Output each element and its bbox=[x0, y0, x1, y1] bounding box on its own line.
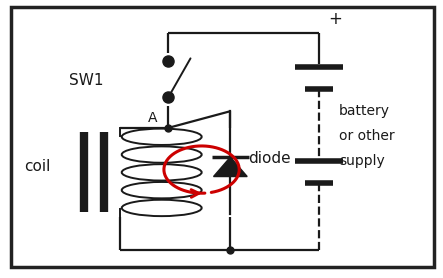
Text: SW1: SW1 bbox=[69, 73, 103, 88]
Text: A: A bbox=[148, 111, 157, 125]
Polygon shape bbox=[214, 157, 247, 177]
FancyBboxPatch shape bbox=[11, 7, 434, 267]
Text: supply: supply bbox=[339, 154, 385, 168]
Text: or other: or other bbox=[339, 129, 395, 143]
Text: diode: diode bbox=[248, 151, 291, 166]
Text: coil: coil bbox=[24, 159, 51, 174]
Text: +: + bbox=[328, 10, 342, 28]
Text: battery: battery bbox=[339, 104, 390, 118]
